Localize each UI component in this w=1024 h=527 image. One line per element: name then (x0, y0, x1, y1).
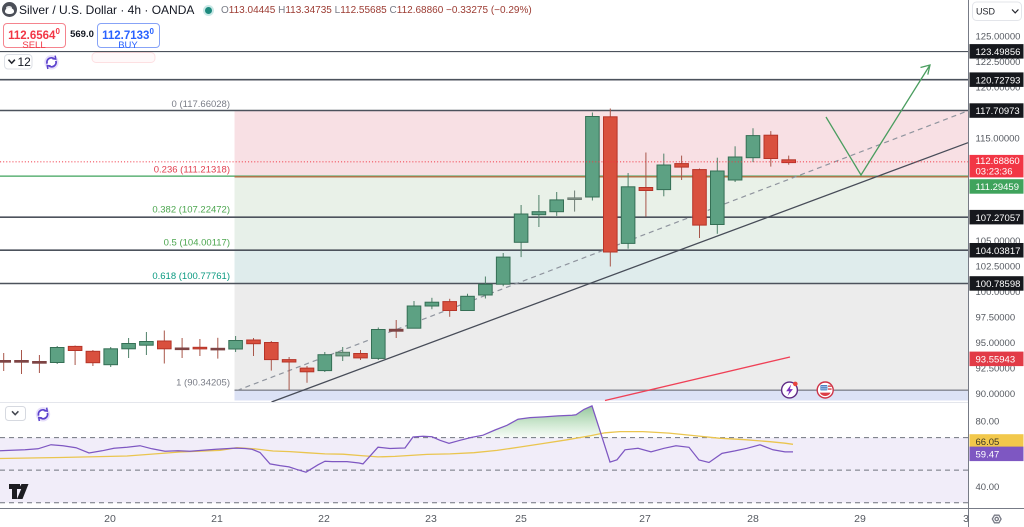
svg-text:93.55943: 93.55943 (976, 354, 1016, 365)
svg-text:100.00000: 100.00000 (976, 287, 1021, 298)
svg-text:0.5 (104.00117): 0.5 (104.00117) (164, 238, 230, 249)
svg-text:USD: USD (976, 7, 996, 17)
svg-text:95.00000: 95.00000 (976, 338, 1016, 349)
svg-text:100.78598: 100.78598 (976, 279, 1021, 290)
svg-text:12: 12 (18, 55, 32, 69)
svg-text:120.00000: 120.00000 (976, 83, 1021, 94)
svg-text:111.29459: 111.29459 (976, 182, 1020, 193)
svg-text:40.00: 40.00 (976, 482, 1000, 493)
svg-text:66.05: 66.05 (976, 437, 1000, 448)
svg-text:125.00000: 125.00000 (976, 31, 1021, 42)
svg-text:123.49856: 123.49856 (976, 47, 1021, 58)
svg-text:115.00000: 115.00000 (976, 134, 1020, 145)
svg-text:117.70973: 117.70973 (976, 106, 1020, 117)
svg-text:20: 20 (104, 513, 116, 525)
svg-text:104.03817: 104.03817 (976, 246, 1021, 257)
svg-text:90.00000: 90.00000 (976, 389, 1016, 400)
svg-text:105.00000: 105.00000 (976, 236, 1021, 247)
svg-text:03:23:36: 03:23:36 (976, 167, 1013, 178)
svg-text:1 (90.34205): 1 (90.34205) (176, 378, 230, 389)
svg-text:29: 29 (854, 513, 866, 525)
svg-text:59.47: 59.47 (976, 449, 1000, 460)
svg-text:25: 25 (515, 513, 527, 525)
svg-text:21: 21 (211, 513, 223, 525)
svg-text:0.618 (100.77761): 0.618 (100.77761) (152, 271, 230, 282)
svg-text:102.50000: 102.50000 (976, 261, 1021, 272)
svg-text:112.68860: 112.68860 (976, 156, 1020, 167)
svg-text:80.00: 80.00 (976, 417, 1000, 428)
svg-text:22: 22 (318, 513, 330, 525)
svg-text:27: 27 (639, 513, 651, 525)
svg-text:97.50000: 97.50000 (976, 312, 1016, 323)
svg-text:23: 23 (425, 513, 437, 525)
svg-text:0.382 (107.22472): 0.382 (107.22472) (152, 205, 230, 216)
svg-text:120.72793: 120.72793 (976, 75, 1021, 86)
svg-text:28: 28 (747, 513, 759, 525)
svg-text:92.50000: 92.50000 (976, 364, 1016, 375)
svg-text:0 (117.66028): 0 (117.66028) (172, 99, 230, 110)
svg-text:122.50000: 122.50000 (976, 57, 1021, 68)
svg-text:3: 3 (963, 513, 969, 525)
svg-text:107.27057: 107.27057 (976, 213, 1021, 224)
svg-text:0.236 (111.21318): 0.236 (111.21318) (154, 164, 230, 175)
